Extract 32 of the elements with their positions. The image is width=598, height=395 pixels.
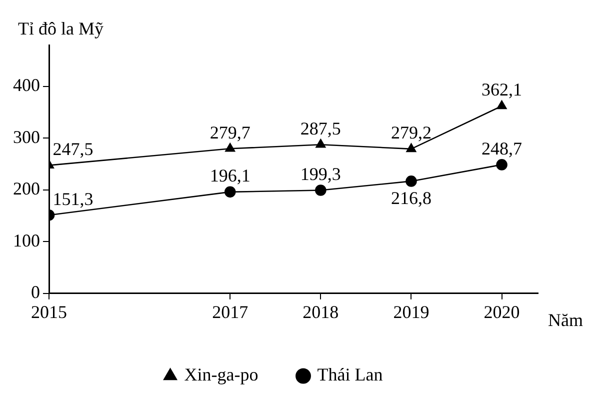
y-tick-label: 100	[13, 230, 40, 250]
x-axis-title: Năm	[548, 310, 583, 330]
x-tick-label: 2017	[212, 302, 248, 322]
point	[225, 143, 236, 152]
y-tick-label: 400	[13, 75, 40, 96]
x-tick-label: 2020	[484, 302, 520, 322]
point	[406, 143, 416, 152]
y-tick-label: 0	[31, 282, 40, 302]
x-tick-label: 2019	[393, 302, 430, 322]
y-axis-title: Tỉ đô la Mỹ	[18, 18, 104, 39]
x-tick-label: 2015	[31, 302, 67, 322]
data-label: 199,3	[300, 164, 341, 184]
data-label: 247,5	[52, 139, 94, 160]
point	[224, 186, 236, 198]
data-label: 196,1	[210, 166, 250, 186]
data-label: 362,1	[482, 80, 522, 100]
legend-label: Thái Lan	[317, 364, 383, 385]
y-tick-label: 300	[13, 126, 40, 147]
data-label: 279,2	[390, 122, 432, 143]
y-tick-label: 200	[13, 178, 40, 199]
point	[496, 159, 508, 170]
data-label: 216,8	[390, 188, 432, 208]
legend-label: Xin-ga-po	[184, 364, 258, 385]
point	[406, 176, 417, 187]
x-tick-label: 2018	[302, 302, 339, 322]
data-label: 287,5	[300, 118, 341, 138]
point	[316, 138, 326, 148]
point	[315, 184, 326, 196]
point	[496, 100, 507, 110]
data-label: 279,7	[210, 122, 250, 142]
data-label: 151,3	[52, 188, 94, 209]
data-label: 248,7	[482, 138, 522, 158]
